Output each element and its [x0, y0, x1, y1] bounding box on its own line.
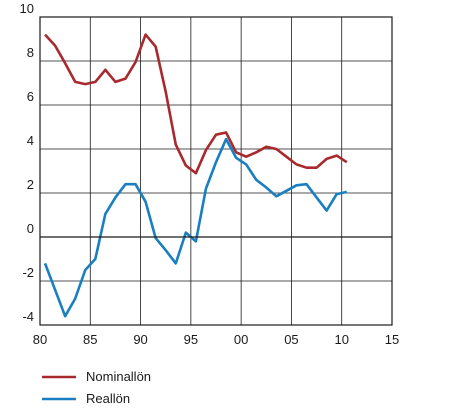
- y-axis-ticks: -4 -2 0 2 4 6 8 10: [20, 1, 34, 324]
- y-tick-label: 10: [20, 1, 34, 16]
- legend-item: Reallön: [42, 391, 130, 406]
- x-tick-label: 90: [133, 332, 147, 347]
- x-tick-label: 95: [184, 332, 198, 347]
- x-tick-label: 80: [33, 332, 47, 347]
- y-tick-label: 4: [27, 133, 34, 148]
- legend-label: Reallön: [86, 391, 130, 406]
- y-tick-label: 6: [27, 89, 34, 104]
- series-line-nominal: [44, 33, 348, 175]
- y-tick-label: -4: [22, 309, 34, 324]
- legend-label: Nominallön: [86, 369, 151, 384]
- y-tick-label: -2: [22, 265, 34, 280]
- x-tick-label: 15: [385, 332, 399, 347]
- x-tick-label: 00: [234, 332, 248, 347]
- x-axis-ticks: 80 85 90 95 00 05 10 15: [33, 332, 399, 347]
- y-tick-label: 0: [27, 221, 34, 236]
- x-tick-label: 85: [83, 332, 97, 347]
- series-line-real: [43, 137, 348, 318]
- y-tick-label: 2: [27, 177, 34, 192]
- legend-item: Nominallön: [42, 369, 151, 384]
- grid: [40, 17, 392, 325]
- series-lines: [43, 33, 348, 318]
- x-tick-label: 05: [284, 332, 298, 347]
- y-tick-label: 8: [27, 45, 34, 60]
- axes: [39, 16, 393, 326]
- legend: Nominallön Reallön: [42, 369, 151, 406]
- plot-frame: [39, 16, 393, 326]
- x-tick-label: 10: [334, 332, 348, 347]
